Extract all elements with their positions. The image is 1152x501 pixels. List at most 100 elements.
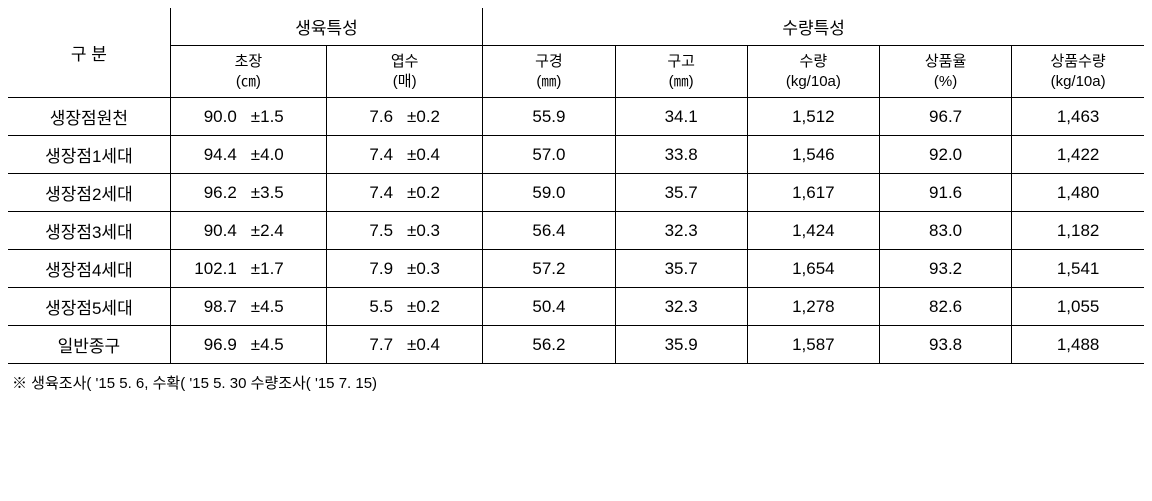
- plant-height-error: ±4.5: [251, 335, 284, 355]
- bulb-diameter-cell: 50.4: [483, 288, 615, 326]
- bulb-diameter-cell: 56.4: [483, 212, 615, 250]
- table-row: 생장점3세대90.4±2.4 7.5 ±0.3 56.432.31,42483.01,…: [8, 212, 1144, 250]
- bulb-height-cell: 32.3: [615, 212, 747, 250]
- leaf-count-cell: 7.6 ±0.2: [327, 98, 483, 136]
- plant-height-cell: 96.9 ±4.5: [170, 326, 326, 364]
- bulb-height-cell: 35.7: [615, 250, 747, 288]
- plant-height-cell: 96.2 ±3.5: [170, 174, 326, 212]
- leaf-count-value: 7.7: [345, 335, 393, 355]
- table-row: 생장점원천90.0±1.57.6±0.255.934.11,51296.71,4…: [8, 98, 1144, 136]
- plant-height-error: ±1.5: [251, 107, 284, 127]
- header-group-row: 구 분 생육특성 수량특성: [8, 8, 1144, 46]
- plant-height-cell: 90.4±2.4: [170, 212, 326, 250]
- leaf-count-value: 7.9: [345, 259, 393, 279]
- leaf-count-value: 7.5: [345, 221, 393, 241]
- plant-height-cell: 98.7 ±4.5: [170, 288, 326, 326]
- header-bulb-height-label: 구고: [667, 53, 695, 70]
- footnote: ※ 생육조사( '15 5. 6, 수확( '15 5. 30 수량조사( '1…: [8, 372, 1144, 393]
- header-plant-height: 초장 (㎝): [170, 46, 326, 98]
- header-bulb-diameter-label: 구경: [535, 53, 563, 70]
- yield-cell: 1,654: [747, 250, 879, 288]
- bulb-height-cell: 33.8: [615, 136, 747, 174]
- leaf-count-cell: 5.5 ±0.2: [327, 288, 483, 326]
- header-plant-height-unit: (㎝): [175, 72, 322, 92]
- leaf-count-error: ±0.3: [407, 221, 440, 241]
- header-leaf-count-unit: (매): [331, 72, 478, 92]
- table-row: 생장점4세대102.1±1.77.9±0.357.235.71,65493.21…: [8, 250, 1144, 288]
- header-leaf-count: 엽수 (매): [327, 46, 483, 98]
- leaf-count-error: ±0.4: [407, 335, 440, 355]
- leaf-count-error: ±0.2: [407, 183, 440, 203]
- yield-cell: 1,512: [747, 98, 879, 136]
- leaf-count-value: 5.5: [345, 297, 393, 317]
- table-body: 생장점원천90.0±1.57.6±0.255.934.11,51296.71,4…: [8, 98, 1144, 364]
- yield-cell: 1,424: [747, 212, 879, 250]
- marketable-yield-cell: 1,488: [1012, 326, 1144, 364]
- row-label: 일반종구: [8, 326, 170, 364]
- leaf-count-value: 7.6: [345, 107, 393, 127]
- marketable-yield-cell: 1,463: [1012, 98, 1144, 136]
- leaf-count-cell: 7.5 ±0.3: [327, 212, 483, 250]
- plant-height-value: 96.2: [189, 183, 237, 203]
- leaf-count-value: 7.4: [345, 183, 393, 203]
- bulb-height-cell: 32.3: [615, 288, 747, 326]
- bulb-diameter-cell: 57.0: [483, 136, 615, 174]
- plant-height-error: ±1.7: [251, 259, 284, 279]
- leaf-count-error: ±0.2: [407, 297, 440, 317]
- yield-cell: 1,278: [747, 288, 879, 326]
- bulb-diameter-cell: 56.2: [483, 326, 615, 364]
- data-table: 구 분 생육특성 수량특성 초장 (㎝) 엽수 (매) 구경 (㎜) 구고 (㎜…: [8, 8, 1144, 364]
- marketable-yield-cell: 1,541: [1012, 250, 1144, 288]
- plant-height-cell: 90.0 ±1.5: [170, 98, 326, 136]
- plant-height-value: 94.4: [189, 145, 237, 165]
- marketable-rate-cell: 96.7: [879, 98, 1011, 136]
- bulb-height-cell: 35.7: [615, 174, 747, 212]
- header-yield-group: 수량특성: [483, 8, 1144, 46]
- bulb-diameter-cell: 59.0: [483, 174, 615, 212]
- row-label: 생장점3세대: [8, 212, 170, 250]
- leaf-count-value: 7.4: [345, 145, 393, 165]
- marketable-yield-cell: 1,182: [1012, 212, 1144, 250]
- row-label: 생장점5세대: [8, 288, 170, 326]
- marketable-yield-cell: 1,055: [1012, 288, 1144, 326]
- plant-height-value: 90.0: [189, 107, 237, 127]
- header-plant-height-label: 초장: [235, 53, 263, 70]
- marketable-rate-cell: 83.0: [879, 212, 1011, 250]
- table-row: 생장점1세대94.4±4.07.4±0.457.033.81,54692.01,…: [8, 136, 1144, 174]
- leaf-count-cell: 7.4 ±0.2: [327, 174, 483, 212]
- marketable-yield-cell: 1,480: [1012, 174, 1144, 212]
- table-row: 생장점2세대96.2±3.57.4±0.259.035.71,61791.61,…: [8, 174, 1144, 212]
- leaf-count-error: ±0.4: [407, 145, 440, 165]
- header-yield-label: 수량: [800, 53, 828, 70]
- leaf-count-error: ±0.2: [407, 107, 440, 127]
- plant-height-value: 96.9: [189, 335, 237, 355]
- header-marketable-yield: 상품수량 (kg/10a): [1012, 46, 1144, 98]
- leaf-count-error: ±0.3: [407, 259, 440, 279]
- leaf-count-cell: 7.9 ±0.3: [327, 250, 483, 288]
- header-marketable-yield-label: 상품수량: [1050, 53, 1105, 70]
- plant-height-cell: 94.4±4.0: [170, 136, 326, 174]
- header-marketable-rate-label: 상품율: [925, 53, 966, 70]
- plant-height-value: 98.7: [189, 297, 237, 317]
- row-label: 생장점4세대: [8, 250, 170, 288]
- header-leaf-count-label: 엽수: [391, 53, 419, 70]
- header-bulb-diameter: 구경 (㎜): [483, 46, 615, 98]
- header-yield: 수량 (kg/10a): [747, 46, 879, 98]
- leaf-count-cell: 7.4 ±0.4: [327, 136, 483, 174]
- header-bulb-height: 구고 (㎜): [615, 46, 747, 98]
- plant-height-value: 90.4: [189, 221, 237, 241]
- table-row: 생장점5세대 98.7 ±4.5 5.5 ±0.2 50.432.31,27882.61,…: [8, 288, 1144, 326]
- yield-cell: 1,587: [747, 326, 879, 364]
- table-row: 일반종구96.9±4.57.7±0.456.235.91,58793.81,48…: [8, 326, 1144, 364]
- marketable-yield-cell: 1,422: [1012, 136, 1144, 174]
- marketable-rate-cell: 91.6: [879, 174, 1011, 212]
- header-marketable-yield-unit: (kg/10a): [1016, 72, 1140, 92]
- bulb-height-cell: 34.1: [615, 98, 747, 136]
- row-label: 생장점1세대: [8, 136, 170, 174]
- plant-height-error: ±3.5: [251, 183, 284, 203]
- marketable-rate-cell: 92.0: [879, 136, 1011, 174]
- plant-height-value: 102.1: [189, 259, 237, 279]
- leaf-count-cell: 7.7 ±0.4: [327, 326, 483, 364]
- plant-height-error: ±4.5: [251, 297, 284, 317]
- marketable-rate-cell: 82.6: [879, 288, 1011, 326]
